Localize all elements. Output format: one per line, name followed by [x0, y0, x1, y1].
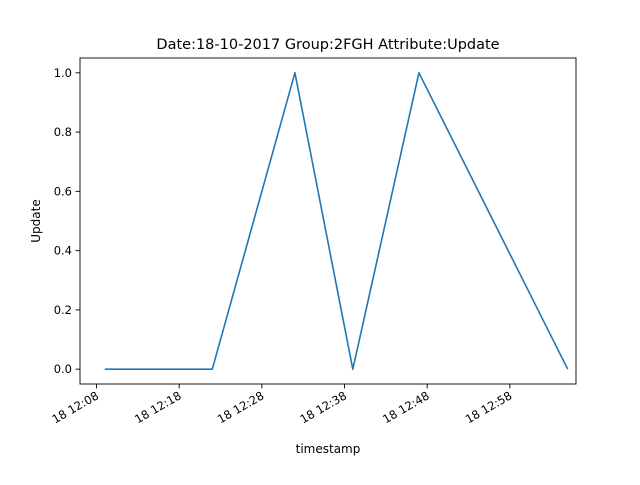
y-tick-label: 0.0 [54, 362, 72, 376]
series-layer [104, 72, 569, 370]
y-tick-label: 0.8 [54, 125, 72, 139]
y-tick-label: 1.0 [54, 66, 72, 80]
plot-frame [79, 57, 577, 385]
x-axis-label: timestamp [296, 442, 361, 456]
y-axis-label: Update [29, 199, 43, 242]
plot-area [79, 57, 577, 385]
y-tick-label: 0.4 [54, 244, 72, 258]
y-axis: 0.0 0.2 0.4 0.6 0.8 1.0 [54, 66, 80, 376]
series-line-1 [104, 72, 569, 370]
y-tick-label: 0.2 [54, 303, 72, 317]
chart-title: Date:18-10-2017 Group:2FGH Attribute:Upd… [156, 37, 499, 53]
y-tick-label: 0.6 [54, 184, 72, 198]
